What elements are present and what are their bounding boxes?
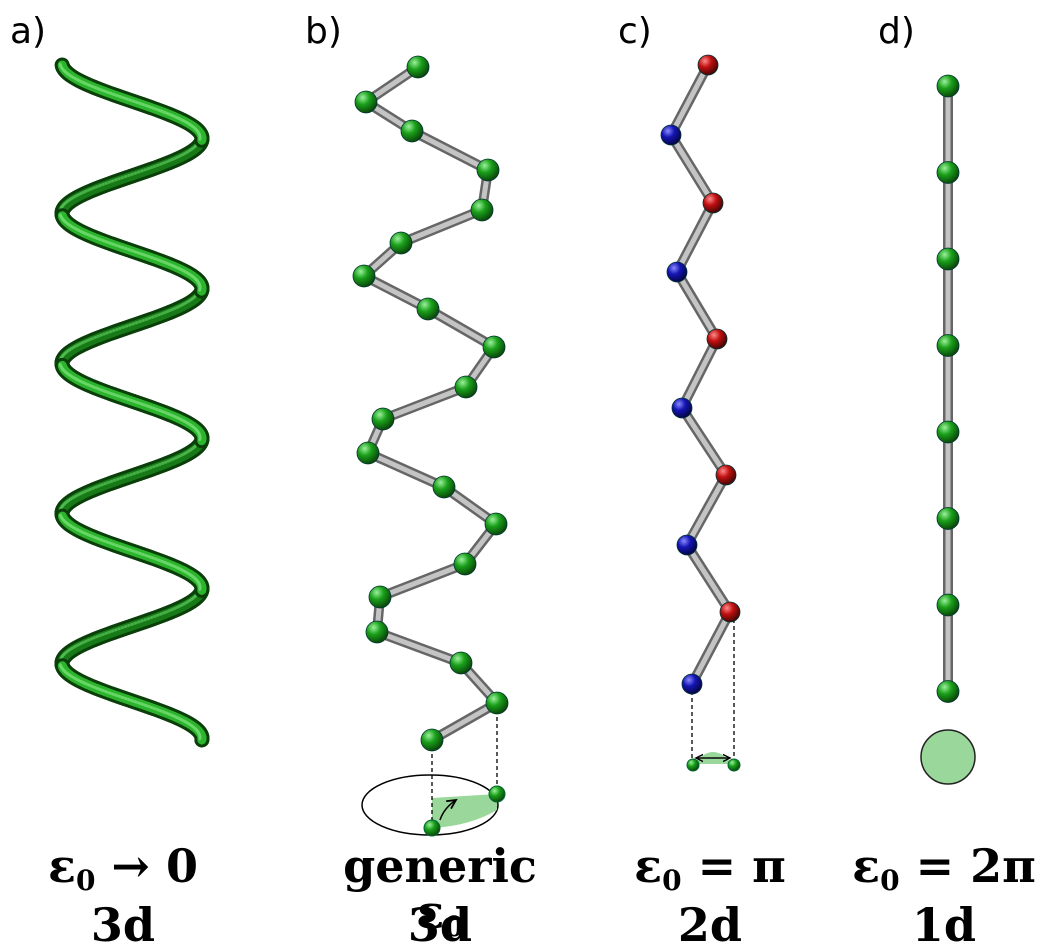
bead [366, 621, 388, 643]
bond-highlight [412, 131, 488, 170]
bead [703, 193, 723, 213]
zigzag-bead-chain [661, 55, 740, 694]
bead [471, 199, 493, 221]
bead [353, 265, 375, 287]
generic-bead-chain [353, 56, 508, 751]
bond-highlight [682, 408, 726, 475]
bead [357, 442, 379, 464]
bond-highlight [383, 387, 466, 419]
caption-a: ε0 → 0 [18, 843, 228, 895]
bead [417, 298, 439, 320]
bead [407, 56, 429, 78]
bead [372, 408, 394, 430]
bead [454, 553, 476, 575]
caption-b-dim: 3d [315, 902, 565, 948]
bead [401, 120, 423, 142]
bond-highlight [677, 272, 717, 339]
caption-d: ε0 = 2π [845, 843, 1043, 895]
bead [677, 535, 697, 555]
bead [450, 652, 472, 674]
bead [369, 586, 391, 608]
bead [433, 476, 455, 498]
bead [682, 674, 702, 694]
caption-a-dim: 3d [18, 902, 228, 948]
bead [485, 513, 507, 535]
bead [937, 508, 959, 530]
straight-bead-chain [937, 75, 959, 703]
bead [455, 376, 477, 398]
bead [937, 335, 959, 357]
bead [661, 125, 681, 145]
bond-highlight [428, 309, 494, 347]
caption-d-dim: 1d [845, 902, 1043, 948]
bond-highlight [692, 612, 730, 684]
bead [698, 55, 718, 75]
bond-highlight [401, 210, 482, 243]
bond-highlight [377, 632, 461, 663]
caption-c-dim: 2d [610, 902, 810, 948]
caption-c: ε0 = π [610, 843, 810, 895]
helix-tube [60, 64, 202, 740]
bead [672, 398, 692, 418]
bead [477, 159, 499, 181]
bead [390, 232, 412, 254]
bond-highlight [687, 475, 726, 545]
bond-highlight [380, 564, 465, 597]
bead [483, 336, 505, 358]
bead [486, 692, 508, 714]
bead [707, 329, 727, 349]
bead [667, 262, 687, 282]
bead [716, 465, 736, 485]
bond-highlight [687, 545, 730, 612]
bead [355, 91, 377, 113]
bond-highlight [368, 453, 444, 487]
bead [720, 602, 740, 622]
bond-highlight [671, 65, 708, 135]
bond-highlight [671, 135, 713, 203]
bead [421, 729, 443, 751]
bead [937, 248, 959, 270]
projection-ellipse-b [362, 703, 505, 836]
bead [937, 421, 959, 443]
bead [937, 681, 959, 703]
projection-disk-d [921, 730, 975, 784]
bead [937, 75, 959, 97]
bead [937, 162, 959, 184]
bead [937, 594, 959, 616]
bond-highlight [677, 203, 713, 272]
bond-highlight [682, 339, 717, 408]
